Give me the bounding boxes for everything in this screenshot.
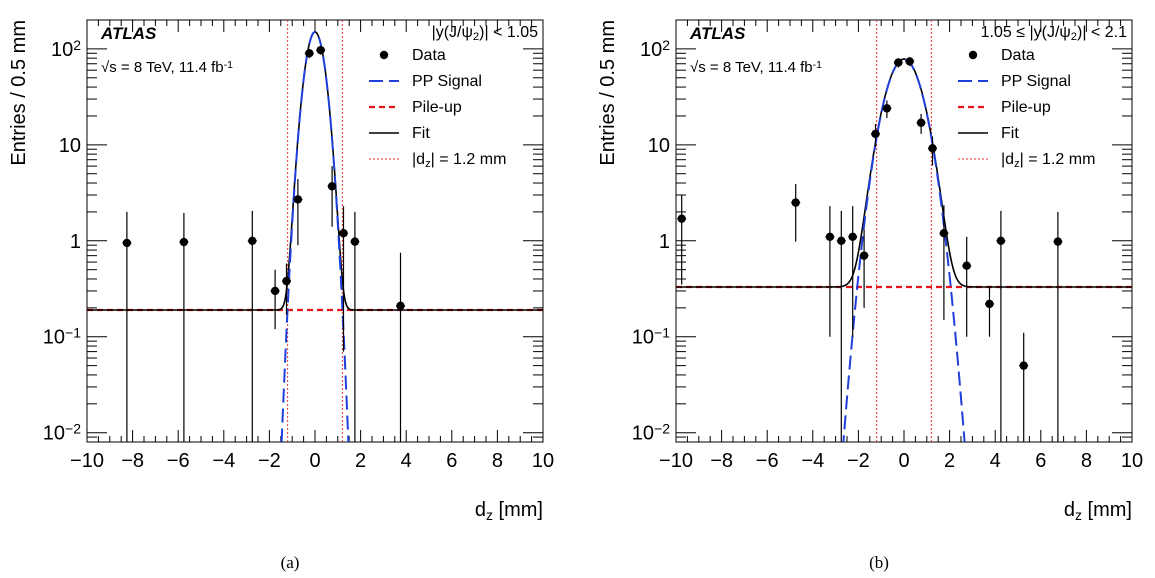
legend-label-cut: |dz| = 1.2 mm — [412, 151, 506, 170]
data-point — [305, 49, 314, 58]
panel-label: (b) — [869, 553, 889, 572]
data-point — [179, 237, 189, 247]
y-tick-label: 10−2 — [632, 421, 670, 445]
data-point — [882, 104, 892, 113]
legend-label-data: Data — [1001, 47, 1035, 64]
legend-label-data: Data — [412, 47, 446, 64]
energy-lumi-label: √s = 8 TeV, 11.4 fb-1 — [690, 59, 822, 76]
data-point — [791, 198, 800, 207]
x-tick-label: 8 — [492, 450, 503, 472]
data-point — [905, 57, 914, 66]
legend-marker-data — [968, 50, 978, 60]
x-tick-label: 10 — [532, 450, 554, 472]
data-point — [962, 261, 971, 270]
x-tick-label: 2 — [944, 450, 955, 472]
data-point — [848, 232, 857, 242]
x-tick-label: −8 — [710, 450, 733, 472]
data-point — [396, 301, 405, 311]
x-axis-title: dz [mm] — [1064, 499, 1132, 523]
data-point — [871, 129, 880, 139]
x-tick-label: 0 — [309, 450, 320, 472]
data-point — [996, 236, 1006, 245]
legend-label-pileup: Pile-up — [1001, 99, 1051, 116]
signal-curve — [280, 30, 350, 442]
data-point — [837, 236, 846, 245]
x-tick-label: −8 — [121, 450, 144, 472]
x-tick-label: 6 — [1035, 450, 1046, 472]
data-point — [939, 228, 949, 238]
x-tick-label: −4 — [212, 450, 235, 472]
region-label: 1.05 ≤ |y(J/ψ2)| < 2.1 — [981, 24, 1127, 43]
legend-label-cut: |dz| = 1.2 mm — [1001, 151, 1095, 170]
panel-label: (a) — [281, 553, 300, 572]
data-point — [339, 228, 348, 238]
data-point — [293, 195, 303, 204]
x-tick-label: 6 — [446, 450, 457, 472]
y-tick-label: 10−2 — [43, 421, 81, 445]
legend-label-signal: PP Signal — [412, 73, 482, 90]
x-tick-label: 10 — [1121, 450, 1143, 472]
legend-label-pileup: Pile-up — [412, 99, 462, 116]
data-point — [1053, 237, 1063, 246]
data-point — [1019, 361, 1028, 370]
experiment-label: ATLAS — [689, 24, 746, 43]
data-point — [677, 214, 686, 223]
y-tick-label: 102 — [640, 37, 670, 61]
x-tick-label: −6 — [167, 450, 190, 472]
x-tick-label: −2 — [847, 450, 870, 472]
legend-label-fit: Fit — [1001, 125, 1019, 142]
x-tick-label: −10 — [70, 450, 104, 472]
data-point — [350, 237, 360, 246]
x-tick-label: 8 — [1081, 450, 1092, 472]
data-point — [859, 251, 869, 260]
region-label: |y(J/ψ2)| < 1.05 — [432, 24, 539, 43]
signal-curve — [842, 58, 966, 442]
x-tick-label: −10 — [659, 450, 693, 472]
experiment-label: ATLAS — [100, 24, 157, 43]
data-point — [248, 236, 257, 245]
legend-label-signal: PP Signal — [1001, 73, 1071, 90]
legend-label-fit: Fit — [412, 125, 430, 142]
x-tick-label: −4 — [801, 450, 824, 472]
data-point — [825, 232, 835, 242]
x-tick-label: 0 — [898, 450, 909, 472]
data-point — [916, 118, 926, 127]
y-tick-label: 10 — [59, 135, 81, 157]
y-tick-label: 102 — [51, 37, 81, 61]
y-tick-label: 10−1 — [43, 325, 81, 349]
data-point — [270, 286, 280, 296]
x-tick-label: −6 — [756, 450, 779, 472]
x-tick-label: 4 — [401, 450, 412, 472]
y-axis-title: Entries / 0.5 mm — [597, 20, 619, 166]
y-tick-label: 10 — [648, 135, 670, 157]
data-point — [985, 299, 994, 309]
fit-curve — [676, 58, 1132, 288]
x-tick-label: −2 — [258, 450, 281, 472]
data-point — [316, 45, 325, 55]
data-point — [122, 238, 132, 248]
chart-panel-b: −10 −8 −6 −4 −2 0 2 4 6 8 10 10−2 10−1 1 10 102 Entries … — [597, 19, 1143, 572]
y-tick-label: 1 — [70, 231, 81, 253]
y-tick-label: 1 — [659, 231, 670, 253]
data-point — [327, 182, 337, 191]
x-tick-label: 2 — [355, 450, 366, 472]
data-point — [928, 144, 937, 153]
x-tick-label: 4 — [990, 450, 1001, 472]
data-point — [282, 276, 291, 286]
chart-panel-a: −10 −8 −6 −4 −2 0 2 4 6 8 10 10−2 10−1 1 10 102 Entries … — [8, 19, 554, 572]
x-axis-title: dz [mm] — [475, 499, 543, 523]
data-point — [894, 58, 903, 67]
y-tick-label: 10−1 — [632, 325, 670, 349]
energy-lumi-label: √s = 8 TeV, 11.4 fb-1 — [101, 59, 233, 76]
legend-marker-data — [379, 50, 389, 60]
y-axis-title: Entries / 0.5 mm — [8, 20, 30, 166]
